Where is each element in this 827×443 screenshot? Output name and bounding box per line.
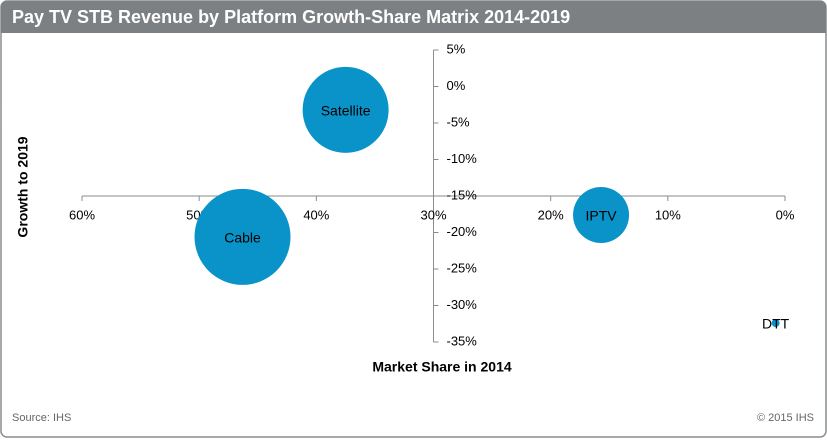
- y-tick-label: -20%: [447, 224, 478, 239]
- y-tick-label: 5%: [447, 41, 466, 56]
- title-bar: [1, 1, 826, 33]
- x-tick-label: 40%: [303, 207, 329, 222]
- bubble: [573, 186, 630, 243]
- x-tick-label: 0%: [776, 207, 795, 222]
- x-tick-label: 20%: [538, 207, 564, 222]
- y-tick-label: 0%: [447, 78, 466, 93]
- bubble: [771, 319, 780, 328]
- y-tick-label: -5%: [447, 114, 471, 129]
- bubble: [194, 188, 291, 285]
- x-tick-label: 60%: [69, 207, 95, 222]
- y-axis-title: Growth to 2019: [15, 136, 31, 237]
- y-tick-label: -25%: [447, 260, 478, 275]
- copyright-note: © 2015 IHS: [757, 412, 814, 424]
- x-tick-label: 30%: [420, 207, 446, 222]
- x-axis-title: Market Share in 2014: [372, 359, 512, 375]
- y-tick-label: -15%: [447, 187, 478, 202]
- bubble-label: Cable: [224, 230, 261, 246]
- y-tick-label: -35%: [447, 333, 478, 348]
- y-tick-label: -30%: [447, 297, 478, 312]
- bubble-label: IPTV: [585, 208, 617, 224]
- source-note: Source: IHS: [12, 412, 71, 424]
- y-tick-label: -10%: [447, 151, 478, 166]
- bubble-label: Satellite: [321, 103, 371, 119]
- chart-title: Pay TV STB Revenue by Platform Growth-Sh…: [12, 7, 570, 27]
- x-tick-label: 10%: [655, 207, 681, 222]
- bubble-label: DTT: [762, 316, 790, 332]
- bubble: [302, 66, 389, 153]
